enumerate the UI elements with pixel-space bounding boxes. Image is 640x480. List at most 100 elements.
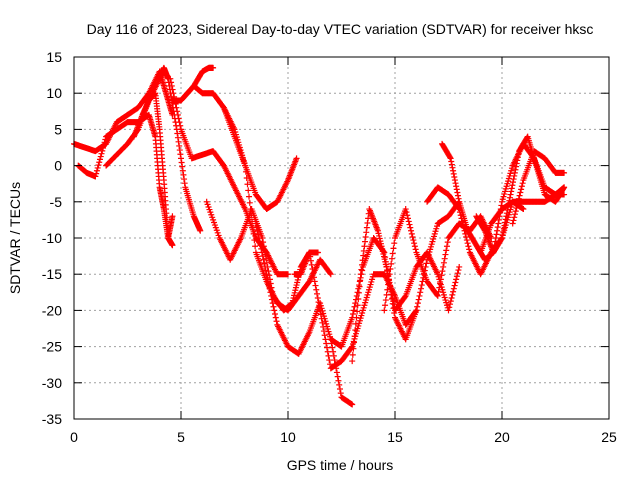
x-tick-label: 20 bbox=[494, 429, 510, 445]
data-point bbox=[450, 170, 457, 177]
data-series bbox=[349, 206, 463, 365]
data-point bbox=[268, 292, 275, 299]
data-point bbox=[454, 189, 461, 196]
data-point bbox=[388, 260, 395, 267]
y-axis-ticks: -35 -30 -25 -20 -15 -10 -5 0 5 10 15 bbox=[42, 49, 609, 427]
data-point bbox=[169, 86, 176, 93]
data-point bbox=[444, 239, 451, 246]
data-point bbox=[265, 282, 272, 289]
data-point bbox=[252, 220, 259, 227]
data-point bbox=[411, 240, 418, 247]
data-point bbox=[387, 285, 394, 292]
data-point bbox=[492, 235, 499, 241]
x-tick-label: 10 bbox=[280, 429, 296, 445]
data-point bbox=[357, 277, 364, 284]
data-point bbox=[502, 219, 509, 226]
data-point bbox=[272, 311, 279, 318]
data-point bbox=[308, 261, 315, 268]
data-point bbox=[319, 319, 326, 326]
data-point bbox=[354, 308, 361, 315]
data-point bbox=[408, 230, 415, 237]
data-point bbox=[385, 276, 392, 283]
data-point bbox=[388, 288, 395, 295]
data-point bbox=[333, 369, 340, 376]
data-point bbox=[517, 189, 524, 196]
y-tick-label: -15 bbox=[42, 266, 62, 282]
data-point bbox=[495, 220, 502, 227]
data-point bbox=[510, 179, 517, 186]
data-point bbox=[310, 270, 317, 277]
data-point bbox=[314, 249, 321, 256]
data-point bbox=[414, 300, 421, 307]
data-point bbox=[511, 214, 518, 221]
data-point bbox=[246, 193, 253, 200]
data-point bbox=[179, 163, 186, 170]
x-tick-label: 15 bbox=[387, 429, 403, 445]
data-point bbox=[450, 167, 457, 174]
data-point bbox=[321, 332, 328, 339]
data-point bbox=[452, 180, 459, 187]
data-point bbox=[518, 186, 525, 193]
data-point bbox=[524, 134, 531, 141]
data-series bbox=[252, 220, 356, 408]
data-point bbox=[248, 212, 255, 219]
data-point bbox=[175, 138, 182, 145]
data-point bbox=[261, 260, 268, 267]
data-point bbox=[197, 227, 204, 234]
grid-lines bbox=[74, 57, 609, 419]
data-point bbox=[177, 122, 184, 129]
data-point bbox=[311, 278, 318, 285]
data-point bbox=[309, 266, 316, 273]
data-point bbox=[500, 225, 507, 232]
data-point bbox=[511, 211, 518, 218]
data-point bbox=[171, 93, 178, 100]
data-point bbox=[316, 303, 323, 310]
data-point bbox=[329, 344, 336, 351]
data-point bbox=[313, 286, 320, 293]
data-point bbox=[351, 333, 358, 340]
data-point bbox=[255, 235, 262, 241]
data-point bbox=[330, 352, 337, 359]
data-point bbox=[447, 298, 454, 305]
data-point bbox=[267, 289, 274, 296]
data-point bbox=[463, 233, 470, 240]
data-point bbox=[251, 237, 258, 244]
data-point bbox=[98, 150, 105, 157]
data-point bbox=[266, 285, 273, 292]
data-point bbox=[440, 263, 447, 270]
data-point bbox=[510, 217, 517, 224]
data-point bbox=[382, 297, 389, 304]
data-point bbox=[169, 242, 176, 249]
y-tick-label: 5 bbox=[54, 121, 62, 137]
data-point bbox=[437, 276, 444, 283]
data-point bbox=[174, 108, 181, 115]
data-point bbox=[255, 231, 262, 238]
data-point bbox=[412, 246, 419, 253]
data-point bbox=[260, 256, 267, 263]
data-point bbox=[263, 271, 270, 278]
data-point bbox=[384, 286, 391, 293]
data-series bbox=[220, 104, 334, 314]
data-point bbox=[418, 282, 425, 289]
data-point bbox=[96, 156, 103, 163]
data-point bbox=[512, 166, 519, 173]
data-point bbox=[415, 296, 422, 303]
data-point bbox=[327, 361, 334, 368]
data-point bbox=[382, 302, 389, 309]
data-point bbox=[446, 304, 453, 311]
data-point bbox=[384, 267, 391, 274]
data-point bbox=[509, 220, 516, 227]
data-point bbox=[322, 336, 329, 343]
data-point bbox=[443, 247, 450, 254]
data-point bbox=[173, 104, 180, 111]
data-point bbox=[174, 130, 181, 137]
data-point bbox=[259, 249, 266, 256]
data-point bbox=[499, 235, 505, 241]
data-point bbox=[350, 307, 357, 314]
data-point bbox=[509, 182, 516, 189]
data-point bbox=[494, 224, 501, 231]
data-point bbox=[306, 249, 313, 256]
data-point bbox=[404, 215, 411, 222]
data-point bbox=[99, 147, 106, 154]
data-point bbox=[334, 373, 341, 380]
